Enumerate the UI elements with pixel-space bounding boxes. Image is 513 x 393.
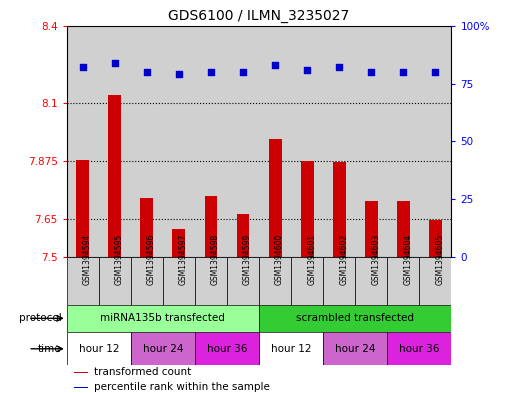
Bar	[195, 332, 259, 365]
Bar	[205, 196, 218, 257]
Text: scrambled transfected: scrambled transfected	[296, 313, 415, 323]
Text: GSM1394604: GSM1394604	[403, 234, 412, 285]
Text: percentile rank within the sample: percentile rank within the sample	[94, 382, 270, 393]
Text: hour 12: hour 12	[78, 344, 119, 354]
Text: GSM1394602: GSM1394602	[339, 234, 348, 285]
Text: hour 12: hour 12	[271, 344, 311, 354]
Text: GSM1394600: GSM1394600	[275, 234, 284, 285]
Bar	[387, 332, 451, 365]
Bar	[108, 95, 121, 257]
Text: GSM1394596: GSM1394596	[147, 234, 156, 285]
Bar	[67, 26, 98, 257]
Bar	[195, 26, 227, 257]
Bar	[259, 332, 323, 365]
Bar	[387, 26, 420, 257]
Text: hour 24: hour 24	[335, 344, 376, 354]
Bar	[74, 372, 88, 373]
Text: hour 36: hour 36	[399, 344, 440, 354]
Text: GSM1394601: GSM1394601	[307, 234, 316, 285]
Point	[271, 62, 279, 68]
Bar	[387, 257, 420, 305]
Bar	[365, 201, 378, 257]
Point	[303, 66, 311, 73]
Bar	[98, 26, 131, 257]
Text: GSM1394605: GSM1394605	[436, 234, 444, 285]
Bar	[323, 257, 355, 305]
Bar	[323, 26, 355, 257]
Bar	[227, 26, 259, 257]
Text: GSM1394597: GSM1394597	[179, 234, 188, 285]
Bar	[291, 257, 323, 305]
Point	[78, 64, 87, 70]
Bar	[420, 257, 451, 305]
Text: GSM1394599: GSM1394599	[243, 234, 252, 285]
Point	[335, 64, 343, 70]
Bar	[67, 257, 98, 305]
Bar	[291, 26, 323, 257]
Text: GSM1394603: GSM1394603	[371, 234, 380, 285]
Point	[239, 69, 247, 75]
Point	[207, 69, 215, 75]
Bar	[236, 214, 249, 257]
Title: GDS6100 / ILMN_3235027: GDS6100 / ILMN_3235027	[168, 9, 350, 23]
Text: transformed count: transformed count	[94, 367, 192, 377]
Bar	[259, 26, 291, 257]
Bar	[259, 257, 291, 305]
Text: protocol: protocol	[19, 313, 62, 323]
Point	[143, 69, 151, 75]
Bar	[172, 229, 185, 257]
Bar	[131, 26, 163, 257]
Bar	[98, 257, 131, 305]
Bar	[355, 26, 387, 257]
Bar	[163, 26, 195, 257]
Text: time: time	[38, 344, 62, 354]
Bar	[333, 162, 346, 257]
Bar	[269, 139, 282, 257]
Bar	[259, 305, 451, 332]
Point	[175, 71, 183, 77]
Point	[431, 69, 440, 75]
Bar	[163, 257, 195, 305]
Bar	[67, 305, 259, 332]
Point	[399, 69, 407, 75]
Bar	[397, 201, 410, 257]
Bar	[227, 257, 259, 305]
Text: hour 36: hour 36	[207, 344, 247, 354]
Bar	[195, 257, 227, 305]
Text: miRNA135b transfected: miRNA135b transfected	[101, 313, 225, 323]
Bar	[74, 387, 88, 388]
Text: GSM1394598: GSM1394598	[211, 234, 220, 285]
Bar	[67, 332, 131, 365]
Bar	[301, 161, 313, 257]
Bar	[429, 220, 442, 257]
Point	[111, 59, 119, 66]
Text: GSM1394595: GSM1394595	[115, 234, 124, 285]
Bar	[76, 160, 89, 257]
Bar	[131, 257, 163, 305]
Point	[367, 69, 376, 75]
Bar	[355, 257, 387, 305]
Bar	[420, 26, 451, 257]
Bar	[131, 332, 195, 365]
Text: hour 24: hour 24	[143, 344, 183, 354]
Bar	[323, 332, 387, 365]
Bar	[141, 198, 153, 257]
Text: GSM1394594: GSM1394594	[83, 234, 92, 285]
